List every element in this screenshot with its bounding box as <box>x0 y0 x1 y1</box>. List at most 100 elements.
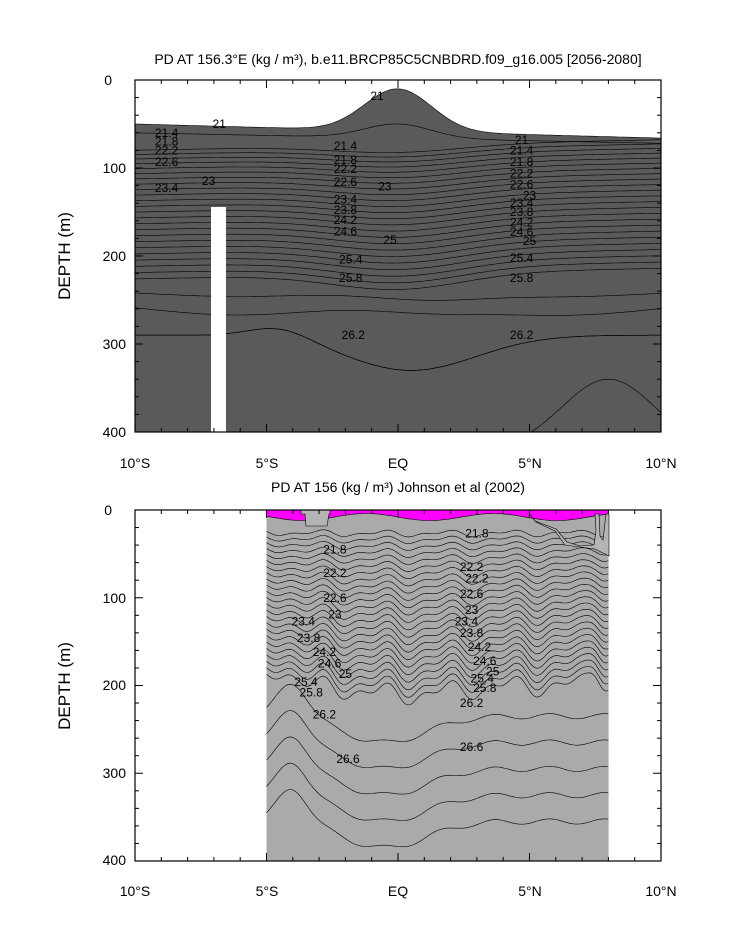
contour-label: 21.8 <box>155 135 179 149</box>
y-tick-label: 0 <box>104 502 112 518</box>
contour-label: 25 <box>523 234 537 248</box>
contour-line <box>266 615 609 638</box>
contour-label: 22.6 <box>510 178 534 192</box>
contour-label: 21.4 <box>334 139 358 153</box>
contour-label: 25.4 <box>471 672 495 686</box>
y-axis-label-bottom: DEPTH (m) <box>55 642 74 730</box>
contour-label: 22.2 <box>323 566 347 580</box>
contour-line <box>135 173 661 190</box>
contour-line <box>266 640 609 668</box>
contour-label: 23.8 <box>334 203 358 217</box>
y-tick-label: 400 <box>103 852 127 868</box>
contour-label: 23 <box>202 174 216 188</box>
x-tick-label: 10°N <box>645 455 676 471</box>
contour-line <box>135 148 661 163</box>
contour-label: 25.4 <box>339 253 363 267</box>
contour-label: 21 <box>515 133 529 147</box>
contour-line <box>266 559 609 572</box>
contour-line <box>266 621 609 646</box>
contour-label: 25 <box>383 233 397 247</box>
contour-label: 22.6 <box>334 175 358 189</box>
contour-line <box>135 139 661 153</box>
contour-label: 25.8 <box>339 271 363 285</box>
contour-line <box>135 157 661 173</box>
contour-label: 21.8 <box>510 155 534 169</box>
chart-panel-top: PD AT 156.3°E (kg / m³), b.e11.BRCP85C5C… <box>55 51 677 471</box>
y-tick-label: 400 <box>103 424 127 440</box>
contour-line <box>266 627 609 653</box>
y-tick-labels-top: 0 100 200 300 400 <box>103 72 127 440</box>
contour-line <box>135 168 661 184</box>
contour-line <box>266 590 609 609</box>
y-axis-label-top: DEPTH (m) <box>55 212 74 300</box>
contour-label: 24.6 <box>473 654 497 668</box>
contour-label: 21 <box>370 89 384 103</box>
contour-label: 23 <box>523 188 537 202</box>
contour-label: 23 <box>465 603 479 617</box>
ticks-bottom <box>134 509 662 862</box>
contour-line <box>266 577 609 594</box>
y-tick-label: 0 <box>104 72 112 88</box>
y-tick-label: 100 <box>103 160 127 176</box>
contour-line <box>266 535 609 544</box>
contour-label: 24.2 <box>510 216 534 230</box>
contour-line <box>135 143 661 158</box>
contour-label: 26.2 <box>342 328 366 342</box>
contour-label: 21.8 <box>323 543 347 557</box>
contour-line <box>135 184 661 201</box>
contour-label: 26.6 <box>460 740 484 754</box>
ticks-top <box>134 79 662 433</box>
contour-line <box>266 736 609 795</box>
y-tick-label: 100 <box>103 590 127 606</box>
x-tick-label: 10°S <box>120 455 151 471</box>
contour-band <box>135 80 661 139</box>
contour-label: 22.2 <box>334 162 358 176</box>
contour-line <box>135 189 661 207</box>
x-tick-label: 10°S <box>120 883 151 899</box>
contour-label: 24.2 <box>468 640 492 654</box>
contour-label: 25.8 <box>510 271 534 285</box>
contour-line <box>530 378 661 432</box>
contour-line <box>266 762 609 821</box>
x-tick-labels-bottom: 10°S 5°S EQ 5°N 10°N <box>120 883 677 899</box>
x-tick-label: 5°S <box>256 455 279 471</box>
contour-line <box>266 565 609 580</box>
contour-label: 26.6 <box>336 752 360 766</box>
x-tick-label: 5°N <box>518 455 542 471</box>
contour-line <box>266 789 609 848</box>
contour-line <box>266 529 609 538</box>
contour-label: 22.2 <box>460 560 484 574</box>
contour-label: 24.2 <box>313 645 337 659</box>
contour-label: 22.2 <box>465 571 489 585</box>
contour-label: 24.6 <box>334 224 358 238</box>
contour-line <box>266 683 609 742</box>
contour-band <box>135 88 661 432</box>
contour-label: 25 <box>339 667 353 681</box>
contour-bands-top <box>135 80 661 432</box>
contour-line <box>266 608 609 631</box>
contour-label: 25.8 <box>300 686 324 700</box>
contour-label: 21.8 <box>465 527 489 541</box>
chart-title-top: PD AT 156.3°E (kg / m³), b.e11.BRCP85C5C… <box>154 51 641 67</box>
y-tick-label: 300 <box>103 336 127 352</box>
contour-label: 23.4 <box>292 614 316 628</box>
contour-label: 25 <box>486 665 500 679</box>
contour-line <box>266 710 609 769</box>
contour-label: 21 <box>213 117 227 131</box>
contour-label: 23.4 <box>510 196 534 210</box>
contour-label: 26.2 <box>460 696 484 710</box>
contour-label: 24.6 <box>510 225 534 239</box>
contour-line <box>135 88 661 139</box>
contour-label: 22.6 <box>155 155 179 169</box>
contour-band <box>266 510 609 521</box>
contour-line <box>266 602 609 623</box>
contour-label: 24.2 <box>334 213 358 227</box>
missing-data-column <box>211 207 226 433</box>
contour-label: 25.4 <box>510 251 534 265</box>
contour-label: 25.4 <box>294 675 318 689</box>
contour-label: 21.8 <box>334 153 358 167</box>
contour-line <box>266 659 609 691</box>
